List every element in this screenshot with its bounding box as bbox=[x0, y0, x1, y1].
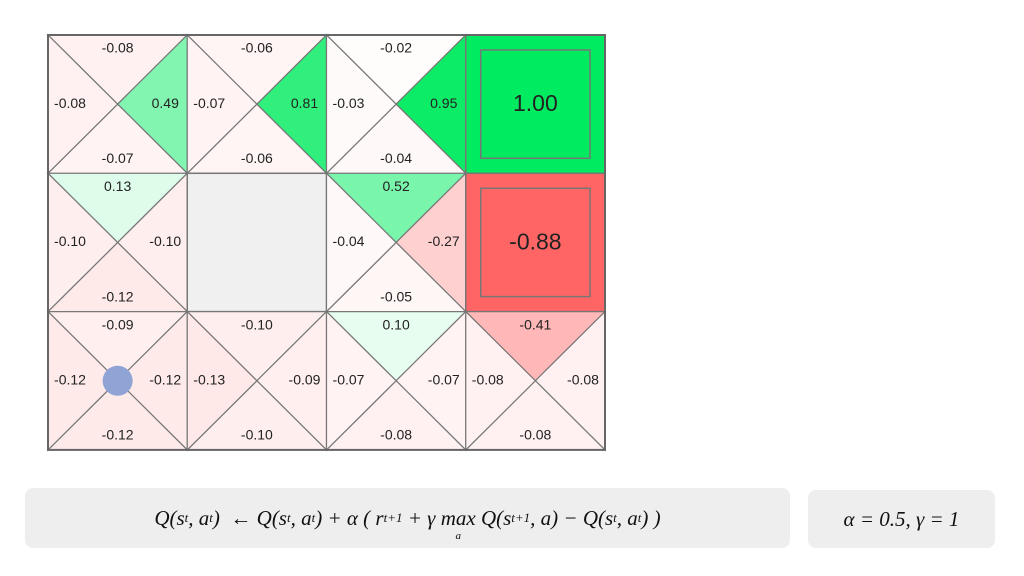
q-value: -0.07 bbox=[193, 95, 225, 111]
subscript: t bbox=[311, 510, 316, 525]
q-value: -0.07 bbox=[333, 371, 365, 387]
subscript: t bbox=[613, 510, 617, 525]
q-value: -0.10 bbox=[241, 316, 273, 332]
q-value: -0.04 bbox=[380, 150, 412, 166]
terminal-frame bbox=[480, 49, 591, 160]
subscript: t bbox=[209, 510, 213, 525]
q-value: -0.02 bbox=[380, 40, 412, 56]
q-value: 0.81 bbox=[291, 95, 318, 111]
q-value: -0.05 bbox=[380, 288, 412, 304]
q-value: -0.07 bbox=[428, 371, 460, 387]
q-value: -0.03 bbox=[333, 95, 365, 111]
terminal-value: 1.00 bbox=[513, 90, 558, 116]
formula-text: , a) − Q(s bbox=[530, 505, 614, 530]
q-triangle bbox=[325, 33, 397, 175]
q-value: -0.12 bbox=[54, 371, 86, 387]
formula-text: Q(s bbox=[475, 505, 512, 530]
terminal-cell bbox=[465, 172, 606, 313]
formula-text: , a bbox=[290, 505, 312, 530]
q-value: -0.27 bbox=[428, 233, 460, 249]
q-value: -0.41 bbox=[519, 316, 551, 332]
q-value: -0.07 bbox=[102, 150, 134, 166]
q-value: -0.08 bbox=[567, 371, 599, 387]
q-value: -0.12 bbox=[149, 371, 181, 387]
terminal-value: -0.88 bbox=[509, 229, 561, 255]
subscript: t bbox=[286, 510, 291, 525]
terminal-frame bbox=[480, 187, 591, 298]
grid-border bbox=[47, 34, 606, 451]
q-value: -0.12 bbox=[102, 427, 134, 443]
q-triangle bbox=[186, 310, 258, 452]
q-value: -0.13 bbox=[193, 371, 225, 387]
q-value: -0.09 bbox=[102, 316, 134, 332]
terminal-cell bbox=[465, 34, 606, 175]
operator: max a bbox=[440, 505, 476, 541]
q-value: 0.95 bbox=[430, 95, 457, 111]
subscript: t bbox=[184, 510, 189, 525]
operator-under: a bbox=[455, 529, 461, 542]
q-triangle bbox=[325, 310, 397, 452]
q-value: -0.10 bbox=[54, 233, 86, 249]
formula-text: ) ← Q(s bbox=[212, 505, 287, 530]
q-triangle bbox=[465, 310, 537, 452]
q-value: -0.08 bbox=[380, 427, 412, 443]
q-value: -0.08 bbox=[102, 40, 134, 56]
q-value: -0.09 bbox=[289, 371, 321, 387]
q-value: -0.06 bbox=[241, 150, 273, 166]
q-value: 0.13 bbox=[104, 178, 131, 194]
q-value: -0.06 bbox=[241, 40, 273, 56]
gridworld: -0.08 -0.07 -0.08 0.49 -0.06 -0.06 -0.07 0.81 -0… bbox=[46, 33, 607, 452]
q-value: 0.49 bbox=[152, 95, 179, 111]
q-value: -0.12 bbox=[102, 288, 134, 304]
formula-text: ) + α ( r bbox=[315, 505, 384, 530]
q-value: -0.08 bbox=[519, 427, 551, 443]
q-value: -0.08 bbox=[472, 371, 504, 387]
formula-text: , a bbox=[616, 505, 638, 530]
subscript: t bbox=[637, 510, 642, 525]
q-value: 0.10 bbox=[383, 316, 410, 332]
operator-name: max bbox=[440, 505, 476, 530]
formula-text: Q(s bbox=[154, 505, 185, 530]
update-formula: Q(s t, a t) ← Q(s t, a t) + α ( r t+1 + γ max… bbox=[25, 488, 790, 548]
formula-text: , a bbox=[188, 505, 210, 530]
q-triangle bbox=[186, 33, 258, 175]
q-value: -0.04 bbox=[333, 233, 365, 249]
formula-text: + γ bbox=[402, 505, 441, 530]
subscript: t+1 bbox=[383, 510, 403, 525]
q-value: -0.10 bbox=[241, 427, 273, 443]
wall bbox=[186, 172, 328, 313]
q-value: -0.10 bbox=[149, 233, 181, 249]
q-value: 0.52 bbox=[383, 178, 410, 194]
formula-text: ) ) bbox=[641, 505, 661, 530]
q-value: -0.08 bbox=[54, 95, 86, 111]
agent bbox=[102, 365, 133, 396]
parameters: α = 0.5, γ = 1 bbox=[808, 490, 995, 548]
subscript: t+1 bbox=[511, 510, 531, 525]
q-triangle bbox=[325, 171, 397, 314]
